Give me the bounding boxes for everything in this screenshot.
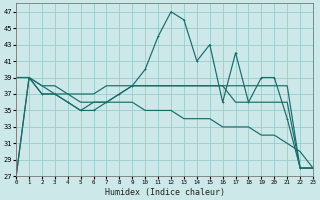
X-axis label: Humidex (Indice chaleur): Humidex (Indice chaleur) bbox=[105, 188, 225, 197]
